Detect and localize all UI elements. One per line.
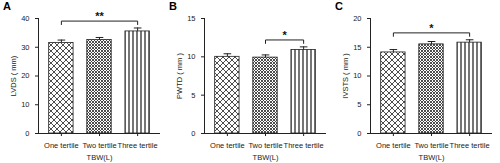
svg-text:Three tertile: Three tertile	[118, 141, 158, 150]
svg-text:40: 40	[21, 14, 29, 23]
svg-text:20: 20	[353, 14, 361, 23]
svg-text:5: 5	[191, 91, 195, 100]
svg-text:0: 0	[25, 129, 29, 138]
html-text:B: B	[169, 0, 177, 12]
svg-text:One tertile: One tertile	[210, 141, 245, 150]
svg-text:PWTD ( mm ): PWTD ( mm )	[175, 53, 184, 99]
svg-text:15: 15	[187, 14, 195, 23]
svg-text:TBW(L): TBW(L)	[253, 153, 279, 162]
svg-text:20: 20	[21, 71, 29, 80]
svg-text:10: 10	[21, 100, 29, 109]
svg-text:10: 10	[187, 52, 195, 61]
svg-text:5: 5	[357, 100, 361, 109]
svg-text:*: *	[282, 29, 287, 41]
svg-text:TBW(L): TBW(L)	[419, 153, 445, 162]
svg-text:30: 30	[21, 43, 29, 52]
svg-text:Three tertile: Three tertile	[450, 141, 490, 150]
svg-text:One tertile: One tertile	[44, 141, 79, 150]
svg-text:TBW(L): TBW(L)	[87, 153, 113, 162]
svg-text:IVSTS ( mm ): IVSTS ( mm )	[341, 53, 350, 99]
html-text:C: C	[335, 0, 343, 12]
html-text:A: A	[3, 0, 11, 12]
svg-text:**: **	[95, 10, 104, 22]
svg-text:0: 0	[357, 129, 361, 138]
svg-text:Three tertile: Three tertile	[284, 141, 324, 150]
svg-text:Two tertile: Two tertile	[248, 141, 282, 150]
svg-text:10: 10	[353, 71, 361, 80]
svg-text:One tertile: One tertile	[376, 141, 411, 150]
svg-text:Two tertile: Two tertile	[414, 141, 448, 150]
svg-text:*: *	[429, 22, 434, 34]
svg-text:LVDS ( mm): LVDS ( mm)	[9, 55, 18, 96]
svg-text:15: 15	[353, 43, 361, 52]
svg-text:Two tertile: Two tertile	[82, 141, 116, 150]
svg-text:0: 0	[191, 129, 195, 138]
